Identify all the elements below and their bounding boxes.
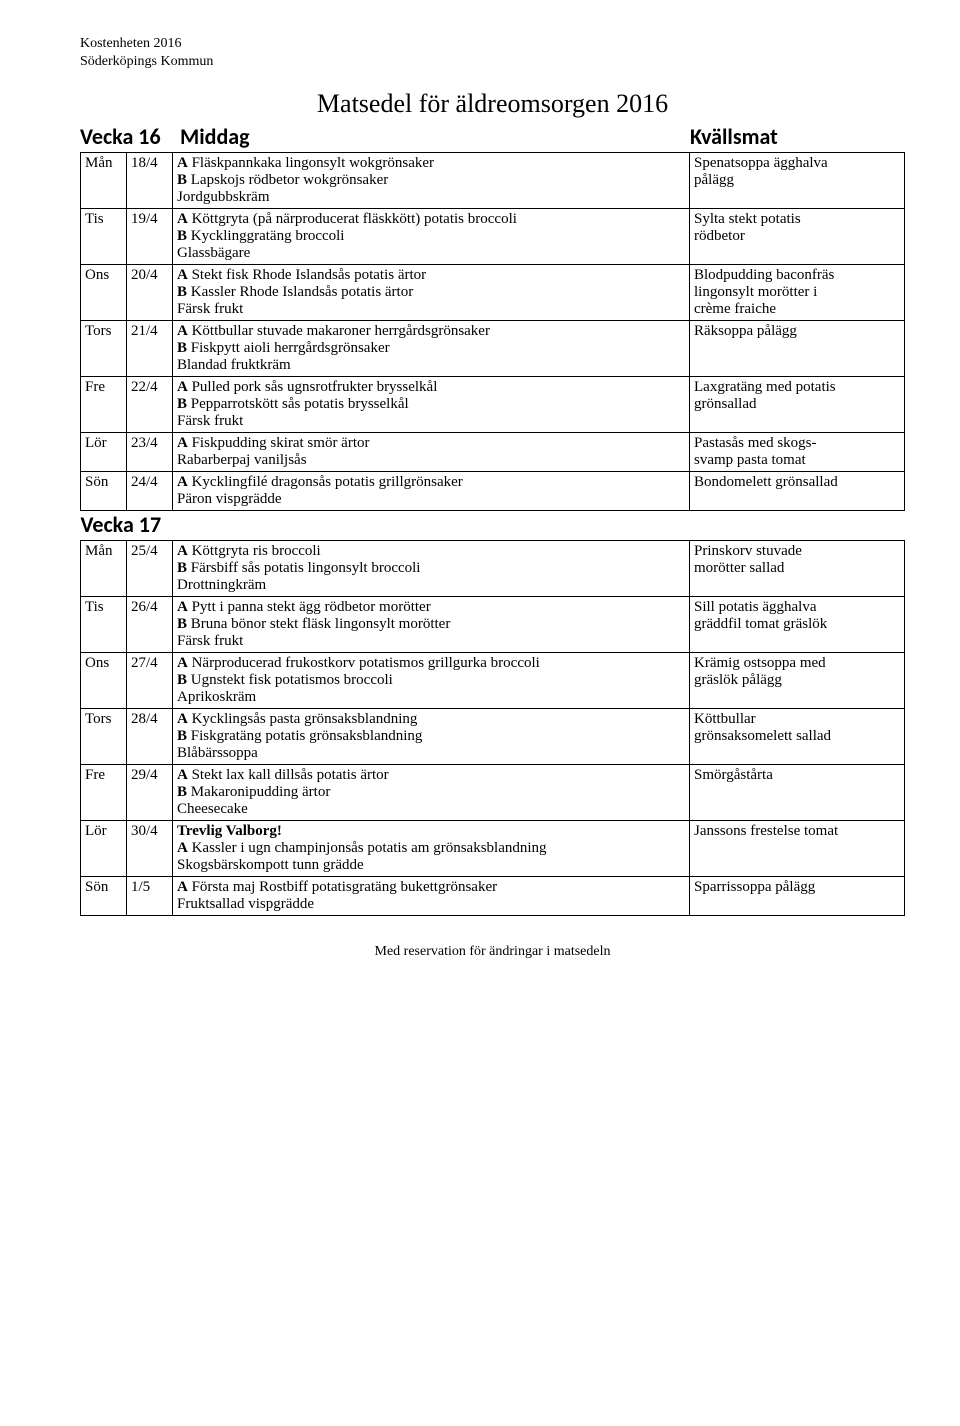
date-cell: 26/4 — [127, 597, 173, 653]
kvall-cell: Prinskorv stuvademorötter sallad — [690, 541, 905, 597]
column-headers: Vecka 16 Middag Kvällsmat — [80, 123, 905, 150]
day-cell: Tis — [81, 209, 127, 265]
footer-text: Med reservation för ändringar i matsedel… — [80, 944, 905, 960]
day-cell: Mån — [81, 153, 127, 209]
kvall-cell: Sparrissoppa pålägg — [690, 877, 905, 916]
table-row: Ons27/4A Närproducerad frukostkorv potat… — [81, 653, 905, 709]
date-cell: 25/4 — [127, 541, 173, 597]
middag-cell: A Närproducerad frukostkorv potatismos g… — [173, 653, 690, 709]
kvall-cell: Pastasås med skogs-svamp pasta tomat — [690, 433, 905, 472]
middag-cell: A Kycklingfilé dragonsås potatis grillgr… — [173, 472, 690, 511]
table-row: Mån18/4A Fläskpannkaka lingonsylt wokgrö… — [81, 153, 905, 209]
date-cell: 22/4 — [127, 377, 173, 433]
table-row: Lör30/4Trevlig Valborg!A Kassler i ugn c… — [81, 821, 905, 877]
table-row: Sön24/4A Kycklingfilé dragonsås potatis … — [81, 472, 905, 511]
day-cell: Lör — [81, 433, 127, 472]
kvall-cell: Räksoppa pålägg — [690, 321, 905, 377]
middag-cell: A Pytt i panna stekt ägg rödbetor morött… — [173, 597, 690, 653]
table-row: Tors21/4A Köttbullar stuvade makaroner h… — [81, 321, 905, 377]
header-line1: Kostenheten 2016 — [80, 35, 905, 53]
day-cell: Tors — [81, 709, 127, 765]
kvall-cell: Spenatsoppa ägghalvapålägg — [690, 153, 905, 209]
kvall-cell: Krämig ostsoppa medgräslök pålägg — [690, 653, 905, 709]
menu-table: Mån18/4A Fläskpannkaka lingonsylt wokgrö… — [80, 152, 905, 916]
day-cell: Mån — [81, 541, 127, 597]
kvall-cell: Bondomelett grönsallad — [690, 472, 905, 511]
table-row: Sön1/5A Första maj Rostbiff potatisgratä… — [81, 877, 905, 916]
table-row: Lör23/4A Fiskpudding skirat smör ärtorRa… — [81, 433, 905, 472]
middag-cell: A Pulled pork sås ugnsrotfrukter bryssel… — [173, 377, 690, 433]
date-cell: 23/4 — [127, 433, 173, 472]
middag-cell: A Köttgryta (på närproducerat fläskkött)… — [173, 209, 690, 265]
day-cell: Tors — [81, 321, 127, 377]
date-cell: 27/4 — [127, 653, 173, 709]
page: Kostenheten 2016 Söderköpings Kommun Mat… — [0, 0, 960, 990]
date-cell: 28/4 — [127, 709, 173, 765]
doc-header: Kostenheten 2016 Söderköpings Kommun — [80, 35, 905, 71]
middag-cell: Trevlig Valborg!A Kassler i ugn champinj… — [173, 821, 690, 877]
middag-cell: A Fiskpudding skirat smör ärtorRabarberp… — [173, 433, 690, 472]
table-row: Mån25/4A Köttgryta ris broccoliB Färsbif… — [81, 541, 905, 597]
day-cell: Ons — [81, 653, 127, 709]
day-cell: Fre — [81, 765, 127, 821]
day-cell: Ons — [81, 265, 127, 321]
kvall-cell: Sylta stekt potatisrödbetor — [690, 209, 905, 265]
date-cell: 21/4 — [127, 321, 173, 377]
table-row: Ons20/4A Stekt fisk Rhode Islandsås pota… — [81, 265, 905, 321]
day-cell: Fre — [81, 377, 127, 433]
kvall-cell: Blodpudding baconfräslingonsylt morötter… — [690, 265, 905, 321]
table-row: Tis26/4A Pytt i panna stekt ägg rödbetor… — [81, 597, 905, 653]
date-cell: 30/4 — [127, 821, 173, 877]
table-row: Tors28/4A Kycklingsås pasta grönsaksblan… — [81, 709, 905, 765]
table-row: Fre22/4A Pulled pork sås ugnsrotfrukter … — [81, 377, 905, 433]
kvall-cell: Sill potatis ägghalvagräddfil tomat gräs… — [690, 597, 905, 653]
day-cell: Tis — [81, 597, 127, 653]
day-cell: Sön — [81, 472, 127, 511]
page-title: Matsedel för äldreomsorgen 2016 — [80, 89, 905, 119]
kvall-header: Kvällsmat — [690, 123, 905, 150]
date-cell: 19/4 — [127, 209, 173, 265]
week-label: Vecka 16 — [80, 123, 180, 150]
middag-cell: A Första maj Rostbiff potatisgratäng buk… — [173, 877, 690, 916]
kvall-cell: Smörgåstårta — [690, 765, 905, 821]
middag-cell: A Stekt fisk Rhode Islandsås potatis ärt… — [173, 265, 690, 321]
day-cell: Sön — [81, 877, 127, 916]
middag-cell: A Stekt lax kall dillsås potatis ärtorB … — [173, 765, 690, 821]
table-row: Tis19/4A Köttgryta (på närproducerat flä… — [81, 209, 905, 265]
date-cell: 1/5 — [127, 877, 173, 916]
middag-cell: A Köttgryta ris broccoliB Färsbiff sås p… — [173, 541, 690, 597]
middag-cell: A Köttbullar stuvade makaroner herrgårds… — [173, 321, 690, 377]
date-cell: 24/4 — [127, 472, 173, 511]
day-cell: Lör — [81, 821, 127, 877]
week-label: Vecka 17 — [81, 511, 905, 541]
middag-header: Middag — [180, 123, 690, 150]
kvall-cell: Janssons frestelse tomat — [690, 821, 905, 877]
middag-cell: A Fläskpannkaka lingonsylt wokgrönsakerB… — [173, 153, 690, 209]
kvall-cell: Köttbullargrönsaksomelett sallad — [690, 709, 905, 765]
table-row: Fre29/4A Stekt lax kall dillsås potatis … — [81, 765, 905, 821]
kvall-cell: Laxgratäng med potatisgrönsallad — [690, 377, 905, 433]
header-line2: Söderköpings Kommun — [80, 53, 905, 71]
middag-cell: A Kycklingsås pasta grönsaksblandningB F… — [173, 709, 690, 765]
date-cell: 20/4 — [127, 265, 173, 321]
date-cell: 18/4 — [127, 153, 173, 209]
date-cell: 29/4 — [127, 765, 173, 821]
